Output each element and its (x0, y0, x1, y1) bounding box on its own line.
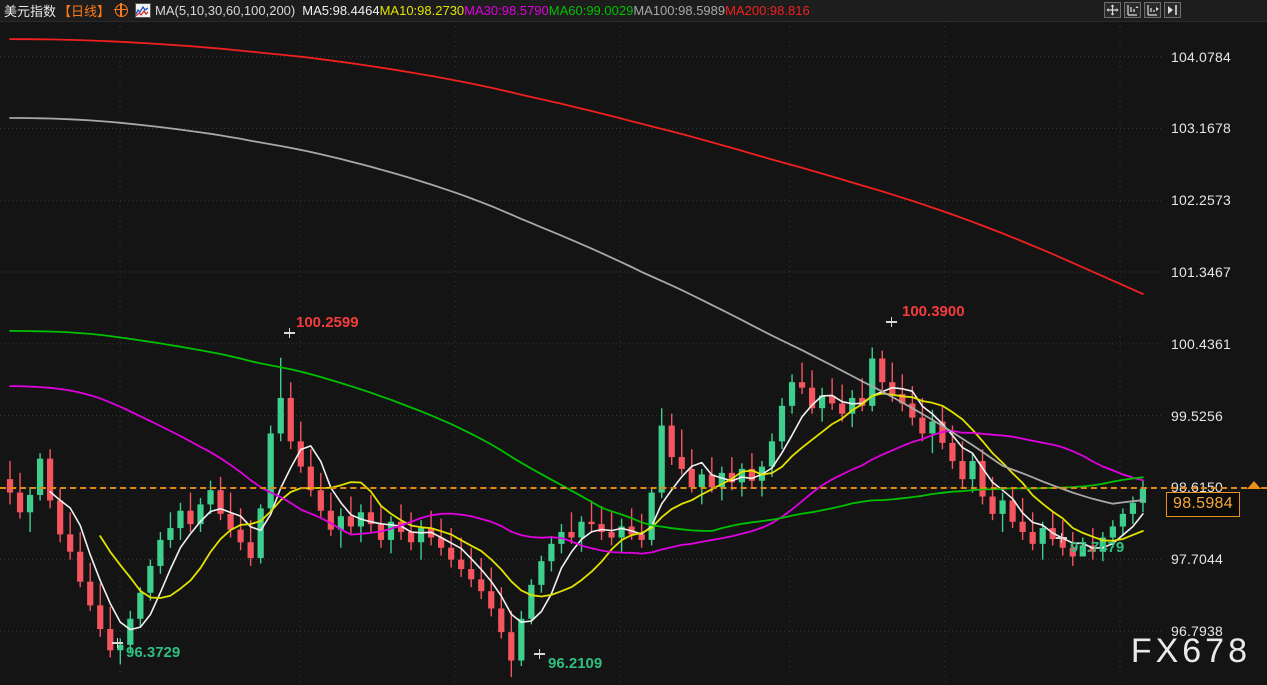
ma100-readout: MA100:98.5989 (633, 3, 726, 18)
extreme-marker-icon (1056, 533, 1067, 544)
ma5-readout: MA5:98.4464 (302, 3, 380, 18)
axis-tick-label: 96.7938 (1171, 623, 1224, 640)
price-axis[interactable]: 104.0784 103.1678 102.2573 101.3467 100.4361… (1163, 21, 1267, 685)
zoom-horizontal-button[interactable] (1144, 2, 1161, 18)
mini-chart-icon[interactable] (135, 3, 152, 18)
axis-tick-label: 99.5256 (1171, 407, 1224, 424)
instrument-title: 美元指数 (4, 4, 57, 19)
low-label-3: 97.7479 (1070, 539, 1125, 556)
extreme-marker-icon (284, 328, 295, 339)
axis-tick-label: 102.2573 (1171, 192, 1231, 209)
high-label-1: 100.2599 (296, 314, 359, 331)
price-arrow-icon (1247, 481, 1261, 490)
ma30-readout: MA30:98.5790 (464, 3, 549, 18)
axis-tick-label: 104.0784 (1171, 48, 1231, 65)
period-label: 【日线】 (58, 4, 111, 19)
ma200-readout: MA200:98.816 (725, 3, 810, 18)
low-label-1: 96.3729 (126, 644, 181, 661)
chart-header: 美元指数 【日线】 MA(5,10,30,60,100,200) MA5:98.… (0, 0, 1267, 22)
current-price-box: 98.5984 (1166, 491, 1240, 517)
axis-tick-label: 100.4361 (1171, 335, 1231, 352)
candlestick-series (0, 21, 1163, 685)
watermark: FX678 (1130, 632, 1251, 670)
axis-tick-label: 103.1678 (1171, 120, 1231, 137)
scroll-right-button[interactable] (1164, 2, 1181, 18)
axis-tick-label: 101.3467 (1171, 264, 1231, 281)
high-label-2: 100.3900 (902, 303, 965, 320)
extreme-marker-icon (534, 649, 545, 660)
chart-toolbar (1104, 2, 1181, 18)
ma10-readout: MA10:98.2730 (379, 3, 465, 18)
price-chart-canvas[interactable] (0, 21, 1163, 685)
indicator-label: MA(5,10,30,60,100,200) (155, 3, 296, 18)
zoom-vertical-button[interactable] (1124, 2, 1141, 18)
low-label-2: 96.2109 (548, 655, 603, 672)
axis-tick-label: 97.7044 (1171, 551, 1224, 568)
extreme-marker-icon (112, 638, 123, 649)
ma60-readout: MA60:99.0029 (548, 3, 634, 18)
current-price-line (0, 487, 1267, 490)
move-crosshair-button[interactable] (1104, 2, 1121, 18)
crosshair-circle-icon[interactable] (114, 3, 129, 17)
extreme-marker-icon (886, 317, 897, 328)
